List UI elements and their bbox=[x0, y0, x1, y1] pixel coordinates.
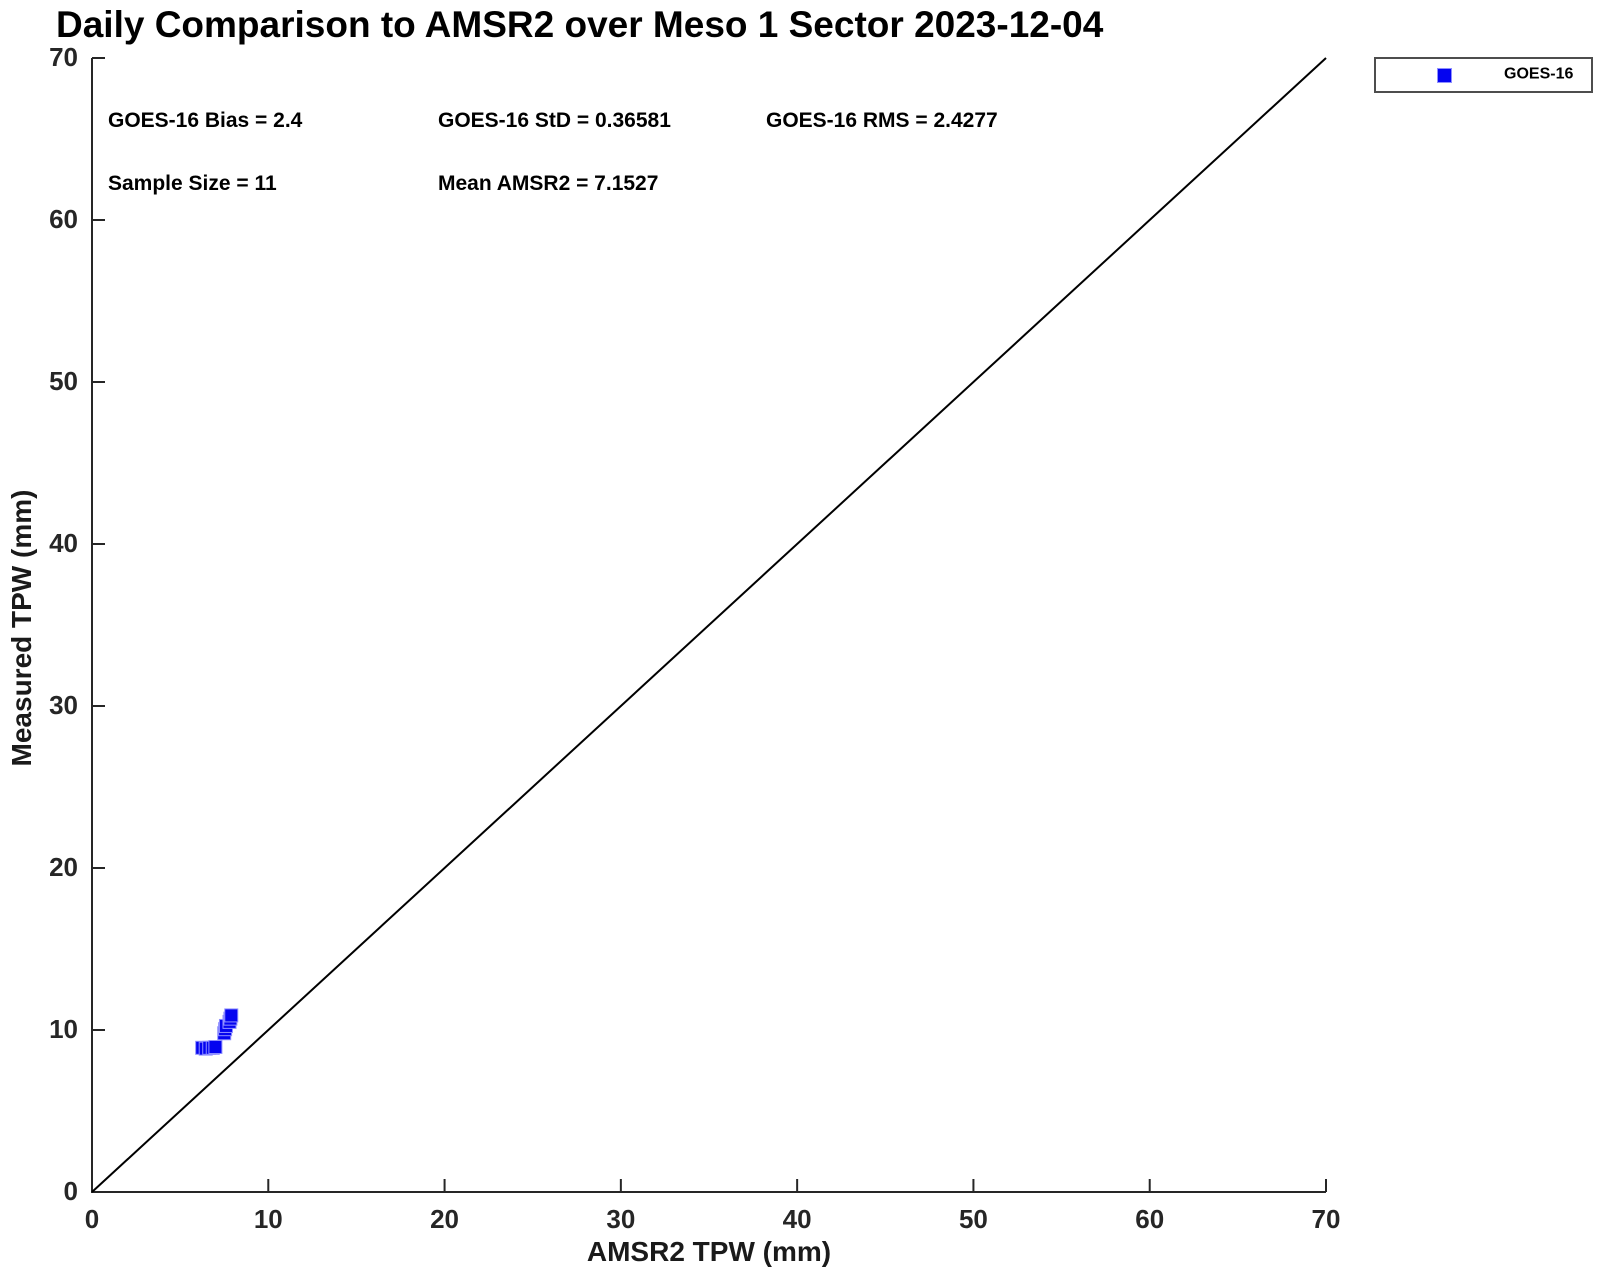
stat-std-text: GOES-16 StD = 0.36581 bbox=[438, 109, 671, 132]
stat-mean-amsr2-text: Mean AMSR2 = 7.1527 bbox=[438, 172, 659, 195]
y-tick-label: 50 bbox=[49, 365, 78, 396]
x-tick-label: 0 bbox=[84, 1204, 100, 1234]
x-tick-label: 70 bbox=[1311, 1204, 1341, 1234]
x-tick-label: 20 bbox=[430, 1204, 460, 1234]
y-tick-label: 30 bbox=[49, 689, 78, 720]
y-tick-label: 0 bbox=[63, 1175, 78, 1206]
x-tick-label: 50 bbox=[958, 1204, 988, 1234]
y-tick-label: 70 bbox=[49, 41, 78, 72]
data-point-marker bbox=[208, 1040, 223, 1055]
legend-series-label: GOES-16 bbox=[1504, 65, 1574, 83]
stat-bias-text: GOES-16 Bias = 2.4 bbox=[108, 109, 303, 132]
x-axis-label: AMSR2 TPW (mm) bbox=[586, 1236, 832, 1267]
legend: GOES-16 bbox=[1374, 57, 1593, 93]
y-tick-label: 40 bbox=[49, 527, 78, 558]
x-tick-label: 10 bbox=[253, 1204, 283, 1234]
legend-square-marker-icon bbox=[1437, 68, 1452, 83]
stat-sample-size-text: Sample Size = 11 bbox=[108, 172, 277, 195]
chart-title: Daily Comparison to AMSR2 over Meso 1 Se… bbox=[56, 4, 1104, 45]
y-tick-label: 60 bbox=[49, 203, 78, 234]
one-to-one-line bbox=[91, 57, 1327, 1193]
x-tick-label: 40 bbox=[782, 1204, 812, 1234]
data-point-marker bbox=[224, 1008, 239, 1023]
y-tick-label: 10 bbox=[49, 1013, 78, 1044]
y-axis-label: Measured TPW (mm) bbox=[6, 489, 37, 767]
x-tick-label: 30 bbox=[606, 1204, 636, 1234]
y-tick-label: 20 bbox=[49, 851, 78, 882]
x-tick-label: 60 bbox=[1135, 1204, 1165, 1234]
stat-rms-text: GOES-16 RMS = 2.4277 bbox=[766, 109, 998, 132]
